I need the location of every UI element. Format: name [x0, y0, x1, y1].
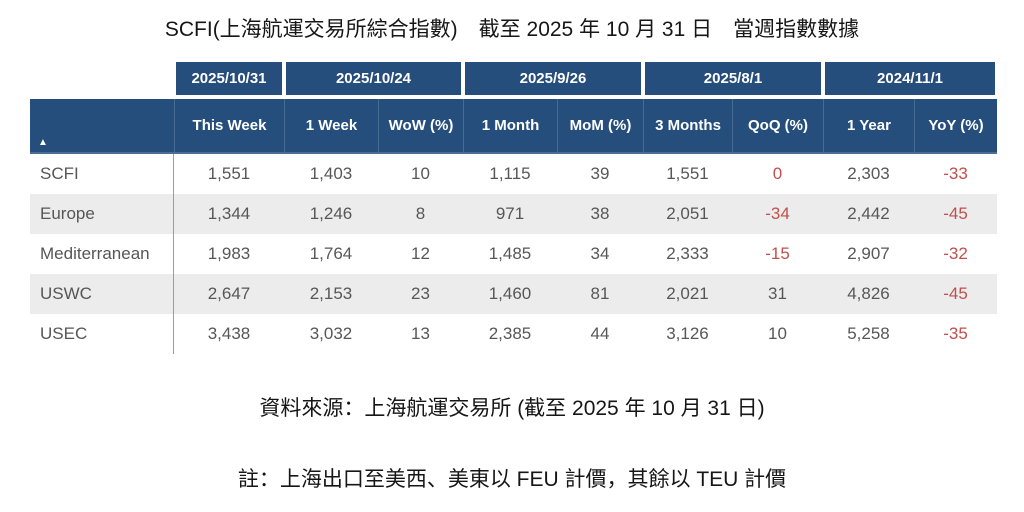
table-row-europe: Europe 1,344 1,246 8 971 38 2,051 -34 2,… [30, 194, 997, 234]
cell-this-week: 3,438 [207, 324, 251, 343]
table-title: SCFI(上海航運交易所綜合指數) 截至 2025 年 10 月 31 日 當週… [164, 18, 860, 41]
cell-mom: 81 [590, 284, 610, 303]
cell-1-year: 2,303 [847, 164, 890, 183]
date-header-row: 2025/10/31 2025/10/24 2025/9/26 2025/8/1… [30, 62, 997, 95]
cell-this-week: 1,983 [207, 244, 251, 263]
cell-1-month: 1,460 [488, 284, 532, 303]
cell-this-week: 2,647 [207, 284, 251, 303]
cell-3-months: 2,051 [666, 204, 709, 223]
cell-mom: 39 [590, 164, 610, 183]
table-row-scfi: SCFI 1,551 1,403 10 1,115 39 1,551 0 2,3… [30, 154, 997, 194]
date-header-1-month: 2025/9/26 [465, 62, 641, 95]
cell-1-week: 2,153 [309, 284, 353, 303]
source-line: 資料來源：上海航運交易所 (截至 2025 年 10 月 31 日) [259, 397, 765, 420]
column-header-1-week[interactable]: 1 Week [284, 99, 378, 154]
column-header-row: ▲ This Week 1 Week WoW (%) 1 Month MoM (… [30, 99, 997, 154]
column-header-qoq[interactable]: QoQ (%) [732, 99, 823, 154]
column-header-yoy[interactable]: YoY (%) [914, 99, 997, 154]
date-header-3-months: 2025/8/1 [645, 62, 821, 95]
cell-wow: 12 [411, 244, 430, 263]
cell-wow: 13 [411, 324, 430, 343]
cell-qoq: 31 [768, 284, 787, 303]
cell-1-year: 5,258 [847, 324, 890, 343]
cell-yoy: -35 [943, 324, 968, 343]
cell-yoy: -32 [943, 244, 968, 263]
date-header-this-week: 2025/10/31 [176, 62, 282, 95]
column-header-mom[interactable]: MoM (%) [557, 99, 643, 154]
cell-this-week: 1,551 [207, 164, 251, 183]
cell-mom: 44 [590, 324, 610, 343]
date-header-spacer [30, 62, 174, 95]
cell-3-months: 1,551 [666, 164, 709, 183]
cell-mom: 34 [590, 244, 610, 263]
cell-mom: 38 [590, 204, 610, 223]
date-header-1-year: 2024/11/1 [825, 62, 995, 95]
cell-3-months: 3,126 [666, 324, 709, 343]
cell-qoq: 0 [772, 164, 783, 183]
cell-1-month: 1,485 [488, 244, 532, 263]
cell-1-year: 2,907 [847, 244, 890, 263]
row-label: SCFI [30, 154, 174, 194]
cell-1-month: 971 [495, 204, 525, 223]
row-label: USEC [30, 314, 174, 354]
row-label: Europe [30, 194, 174, 234]
cell-qoq: -34 [765, 204, 790, 223]
row-label: USWC [30, 274, 174, 314]
row-label: Mediterranean [30, 234, 174, 274]
scfi-table: 2025/10/31 2025/10/24 2025/9/26 2025/8/1… [30, 62, 997, 354]
column-header-wow[interactable]: WoW (%) [378, 99, 463, 154]
date-header-1-week: 2025/10/24 [286, 62, 461, 95]
cell-yoy: -45 [943, 284, 968, 303]
table-row-mediterranean: Mediterranean 1,983 1,764 12 1,485 34 2,… [30, 234, 997, 274]
note-line: 註：上海出口至美西、美東以 FEU 計價，其餘以 TEU 計價 [237, 468, 787, 491]
cell-1-year: 4,826 [847, 284, 890, 303]
cell-this-week: 1,344 [207, 204, 251, 223]
cell-wow: 23 [411, 284, 430, 303]
cell-1-week: 1,246 [309, 204, 353, 223]
cell-yoy: -45 [943, 204, 968, 223]
cell-qoq: 10 [768, 324, 787, 343]
table-row-uswc: USWC 2,647 2,153 23 1,460 81 2,021 31 4,… [30, 274, 997, 314]
cell-yoy: -33 [943, 164, 968, 183]
row-label-column-header[interactable]: ▲ [30, 99, 174, 154]
column-header-1-year[interactable]: 1 Year [823, 99, 914, 154]
cell-3-months: 2,021 [666, 284, 709, 303]
cell-1-month: 2,385 [488, 324, 532, 343]
cell-qoq: -15 [765, 244, 790, 263]
cell-wow: 10 [411, 164, 430, 183]
column-header-this-week[interactable]: This Week [174, 99, 284, 154]
cell-1-year: 2,442 [847, 204, 890, 223]
column-header-3-months[interactable]: 3 Months [643, 99, 732, 154]
cell-1-week: 1,403 [309, 164, 353, 183]
sort-ascending-icon[interactable]: ▲ [38, 137, 48, 148]
cell-3-months: 2,333 [666, 244, 709, 263]
cell-1-month: 1,115 [489, 164, 531, 183]
cell-1-week: 3,032 [309, 324, 353, 343]
cell-1-week: 1,764 [309, 244, 353, 263]
cell-wow: 8 [415, 204, 426, 223]
column-header-1-month[interactable]: 1 Month [463, 99, 557, 154]
table-row-usec: USEC 3,438 3,032 13 2,385 44 3,126 10 5,… [30, 314, 997, 354]
